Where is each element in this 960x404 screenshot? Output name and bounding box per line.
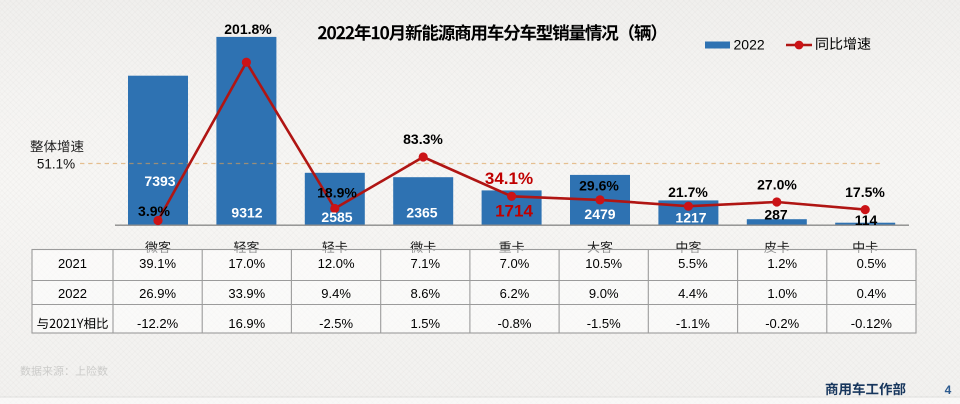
svg-text:18.9%: 18.9% bbox=[317, 185, 357, 201]
svg-text:4: 4 bbox=[945, 383, 952, 397]
svg-text:2585: 2585 bbox=[321, 209, 352, 225]
svg-text:7.1%: 7.1% bbox=[410, 256, 440, 271]
svg-text:9312: 9312 bbox=[231, 205, 262, 221]
svg-text:2365: 2365 bbox=[406, 205, 437, 221]
svg-text:-0.8%: -0.8% bbox=[498, 316, 532, 331]
svg-text:-2.5%: -2.5% bbox=[319, 316, 353, 331]
svg-text:3.9%: 3.9% bbox=[138, 203, 170, 219]
svg-text:83.3%: 83.3% bbox=[403, 131, 443, 147]
svg-text:1.0%: 1.0% bbox=[767, 286, 797, 301]
svg-text:10.5%: 10.5% bbox=[585, 256, 622, 271]
svg-text:27.0%: 27.0% bbox=[757, 177, 797, 193]
svg-text:9.4%: 9.4% bbox=[321, 286, 351, 301]
svg-text:287: 287 bbox=[764, 207, 788, 223]
svg-text:2022: 2022 bbox=[58, 286, 87, 301]
svg-text:7.0%: 7.0% bbox=[500, 256, 530, 271]
svg-text:-1.5%: -1.5% bbox=[587, 316, 621, 331]
svg-text:12.0%: 12.0% bbox=[318, 256, 355, 271]
svg-text:1.2%: 1.2% bbox=[767, 256, 797, 271]
svg-text:-0.12%: -0.12% bbox=[851, 316, 893, 331]
svg-text:29.6%: 29.6% bbox=[579, 178, 619, 194]
svg-text:6.2%: 6.2% bbox=[500, 286, 530, 301]
svg-text:4.4%: 4.4% bbox=[678, 286, 708, 301]
svg-text:2021: 2021 bbox=[58, 256, 87, 271]
svg-text:8.6%: 8.6% bbox=[410, 286, 440, 301]
svg-text:17.5%: 17.5% bbox=[845, 184, 885, 200]
svg-text:16.9%: 16.9% bbox=[228, 316, 265, 331]
svg-text:-1.1%: -1.1% bbox=[676, 316, 710, 331]
svg-text:26.9%: 26.9% bbox=[139, 286, 176, 301]
svg-text:17.0%: 17.0% bbox=[228, 256, 265, 271]
svg-text:1714: 1714 bbox=[495, 202, 533, 221]
svg-text:34.1%: 34.1% bbox=[485, 169, 533, 188]
svg-text:33.9%: 33.9% bbox=[228, 286, 265, 301]
svg-text:39.1%: 39.1% bbox=[139, 256, 176, 271]
svg-text:51.1%: 51.1% bbox=[37, 157, 75, 172]
svg-text:5.5%: 5.5% bbox=[678, 256, 708, 271]
svg-text:201.8%: 201.8% bbox=[224, 21, 272, 37]
svg-text:0.4%: 0.4% bbox=[857, 286, 887, 301]
svg-text:2022: 2022 bbox=[734, 37, 765, 53]
svg-text:9.0%: 9.0% bbox=[589, 286, 619, 301]
svg-text:1.5%: 1.5% bbox=[410, 316, 440, 331]
svg-text:-12.2%: -12.2% bbox=[137, 316, 179, 331]
svg-text:114: 114 bbox=[855, 212, 878, 228]
svg-text:7393: 7393 bbox=[144, 173, 175, 189]
svg-text:-0.2%: -0.2% bbox=[765, 316, 799, 331]
svg-text:21.7%: 21.7% bbox=[668, 184, 708, 200]
svg-text:2479: 2479 bbox=[584, 206, 615, 222]
svg-text:1217: 1217 bbox=[675, 210, 706, 226]
svg-text:0.5%: 0.5% bbox=[857, 256, 887, 271]
